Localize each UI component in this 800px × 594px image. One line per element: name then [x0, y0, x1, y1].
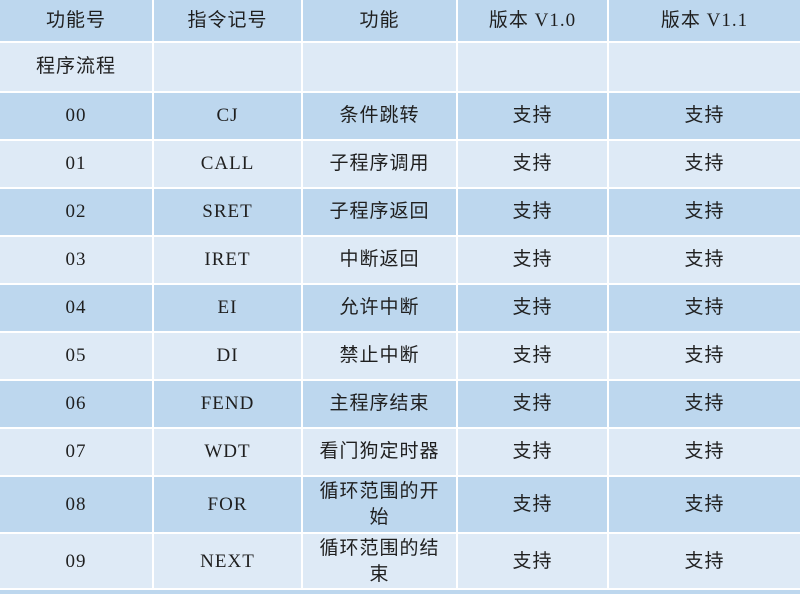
next-row-partial [0, 588, 800, 594]
cell-version-v11: 支持 [607, 235, 800, 285]
table-row: 03 IRET 中断返回 支持 支持 [0, 235, 800, 285]
table-row: 08 FOR 循环范围的开始 支持 支持 [0, 474, 800, 535]
section-empty-cell [152, 41, 303, 93]
cell-function: 中断返回 [301, 235, 458, 285]
cell-version-v10: 支持 [456, 139, 609, 189]
cell-function: 子程序返回 [301, 187, 458, 237]
cell-mnemonic: CALL [152, 139, 303, 189]
cell-mnemonic: IRET [152, 235, 303, 285]
cell-version-v10: 支持 [456, 91, 609, 141]
cell-version-v11: 支持 [607, 331, 800, 381]
cell-function-number: 08 [0, 474, 154, 535]
cell-version-v11: 支持 [607, 139, 800, 189]
cell-version-v11: 支持 [607, 427, 800, 477]
header-function: 功能 [301, 0, 458, 43]
cell-mnemonic: DI [152, 331, 303, 381]
cell-function-number: 09 [0, 532, 154, 591]
header-mnemonic: 指令记号 [152, 0, 303, 43]
cell-version-v11: 支持 [607, 283, 800, 333]
cell-function-number: 06 [0, 379, 154, 429]
cell-function-number: 07 [0, 427, 154, 477]
cell-function-number: 02 [0, 187, 154, 237]
cell-version-v10: 支持 [456, 283, 609, 333]
cell-mnemonic: FEND [152, 379, 303, 429]
cell-function-number: 01 [0, 139, 154, 189]
table-row: 07 WDT 看门狗定时器 支持 支持 [0, 427, 800, 477]
cell-function: 条件跳转 [301, 91, 458, 141]
cell-mnemonic: EI [152, 283, 303, 333]
cell-version-v10: 支持 [456, 474, 609, 535]
cell-function: 循环范围的开始 [301, 474, 458, 535]
table-row: 04 EI 允许中断 支持 支持 [0, 283, 800, 333]
table-row: 00 CJ 条件跳转 支持 支持 [0, 91, 800, 141]
cell-function-number: 03 [0, 235, 154, 285]
cell-version-v10: 支持 [456, 427, 609, 477]
header-version-v11: 版本 V1.1 [607, 0, 800, 43]
cell-version-v10: 支持 [456, 532, 609, 591]
cell-version-v11: 支持 [607, 379, 800, 429]
section-empty-cell [301, 41, 458, 93]
cell-version-v11: 支持 [607, 532, 800, 591]
table-row: 06 FEND 主程序结束 支持 支持 [0, 379, 800, 429]
cell-version-v10: 支持 [456, 187, 609, 237]
cell-function: 循环范围的结束 [301, 532, 458, 591]
cell-mnemonic: WDT [152, 427, 303, 477]
cell-mnemonic: CJ [152, 91, 303, 141]
cell-mnemonic: FOR [152, 474, 303, 535]
table-row: 09 NEXT 循环范围的结束 支持 支持 [0, 532, 800, 591]
cell-function-number: 00 [0, 91, 154, 141]
table-row: 01 CALL 子程序调用 支持 支持 [0, 139, 800, 189]
cell-function-number: 05 [0, 331, 154, 381]
section-empty-cell [456, 41, 609, 93]
header-function-number: 功能号 [0, 0, 154, 43]
cell-function: 主程序结束 [301, 379, 458, 429]
cell-version-v11: 支持 [607, 187, 800, 237]
cell-function: 子程序调用 [301, 139, 458, 189]
cell-version-v11: 支持 [607, 91, 800, 141]
header-row: 功能号 指令记号 功能 版本 V1.0 版本 V1.1 [0, 0, 800, 43]
section-row: 程序流程 [0, 41, 800, 93]
header-version-v10: 版本 V1.0 [456, 0, 609, 43]
section-empty-cell [607, 41, 800, 93]
table-row: 05 DI 禁止中断 支持 支持 [0, 331, 800, 381]
cell-function-number: 04 [0, 283, 154, 333]
section-label: 程序流程 [0, 41, 154, 93]
cell-function: 看门狗定时器 [301, 427, 458, 477]
cell-function: 允许中断 [301, 283, 458, 333]
table-row: 02 SRET 子程序返回 支持 支持 [0, 187, 800, 237]
cell-function: 禁止中断 [301, 331, 458, 381]
cell-mnemonic: SRET [152, 187, 303, 237]
cell-mnemonic: NEXT [152, 532, 303, 591]
cell-version-v10: 支持 [456, 331, 609, 381]
cell-version-v10: 支持 [456, 379, 609, 429]
cell-version-v11: 支持 [607, 474, 800, 535]
cell-version-v10: 支持 [456, 235, 609, 285]
